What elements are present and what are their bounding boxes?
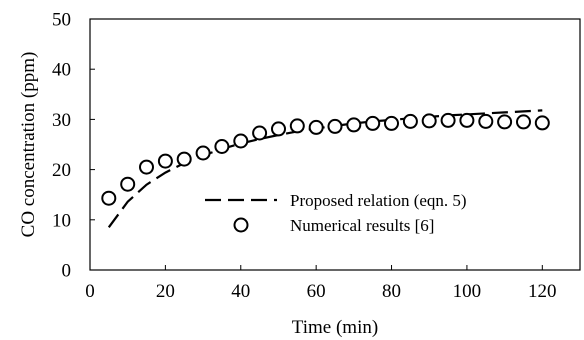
x-tick-label: 0 (85, 281, 95, 302)
data-point-numerical-results (440, 112, 456, 128)
data-point-numerical-results (384, 115, 399, 131)
y-tick-label: 20 (52, 160, 71, 181)
data-point-numerical-results (346, 117, 362, 133)
data-point-numerical-results (289, 118, 305, 134)
data-point-numerical-results (308, 119, 324, 135)
x-tick-label: 20 (156, 281, 175, 302)
legend: Proposed relation (eqn. 5) Numerical resu… (205, 191, 467, 235)
y-axis-label: CO concentration (ppm) (18, 52, 39, 238)
data-point-numerical-results (176, 151, 192, 167)
data-point-numerical-results (252, 125, 268, 141)
x-axis-label: Time (min) (292, 317, 378, 338)
data-point-numerical-results (327, 118, 343, 134)
plot-area (89, 18, 581, 271)
y-tick-label: 0 (62, 261, 72, 282)
data-point-numerical-results (214, 139, 230, 154)
data-point-numerical-results (195, 145, 211, 161)
data-point-numerical-results (101, 190, 117, 206)
x-tick-label: 120 (528, 281, 557, 302)
data-point-numerical-results (139, 159, 154, 175)
legend-marker-numerical-results (233, 217, 249, 233)
data-point-numerical-results (233, 133, 249, 149)
data-point-numerical-results (534, 115, 550, 131)
x-tick-label: 40 (231, 281, 250, 302)
y-tick-label: 40 (52, 60, 71, 81)
data-point-numerical-results (157, 153, 173, 169)
y-tick-label: 50 (52, 10, 71, 31)
data-point-numerical-results (421, 113, 437, 129)
x-tick-label: 100 (453, 281, 482, 302)
data-point-numerical-results (459, 112, 475, 128)
data-point-numerical-results (402, 113, 418, 129)
y-tick-label: 30 (52, 110, 71, 131)
series-layer (101, 109, 550, 228)
axes: 0 20 40 60 80 100 120 0 10 20 30 40 50 (52, 10, 557, 303)
x-tick-label: 80 (382, 281, 401, 302)
plot-frame (89, 18, 581, 271)
legend-label: Proposed relation (eqn. 5) (290, 191, 467, 210)
data-point-numerical-results (365, 115, 381, 131)
data-point-numerical-results (497, 114, 513, 130)
y-tick-label: 10 (52, 210, 71, 231)
data-point-numerical-results (478, 113, 494, 129)
data-point-numerical-results (271, 121, 286, 137)
legend-label: Numerical results [6] (290, 216, 434, 235)
data-point-numerical-results (516, 114, 531, 130)
x-tick-label: 60 (307, 281, 326, 302)
data-point-numerical-results (120, 176, 136, 192)
